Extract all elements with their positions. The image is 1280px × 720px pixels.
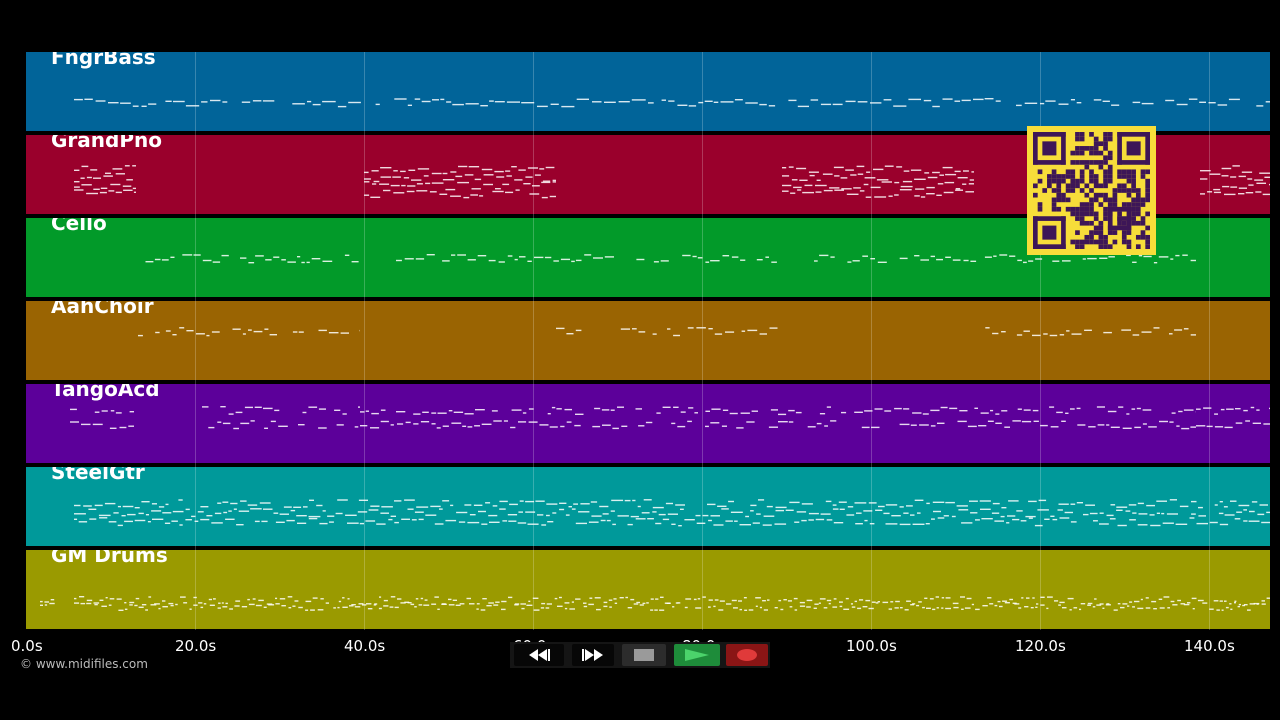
time-gridline: [871, 52, 872, 630]
stop-icon: [634, 649, 654, 661]
time-gridline: [195, 52, 196, 630]
track-lane-fngrbass: FngrBass: [26, 52, 1270, 131]
time-tick-label: 140.0s: [1184, 637, 1235, 655]
qr-code: [1027, 126, 1156, 255]
note-strip: [70, 406, 1270, 430]
record-icon: [737, 649, 757, 661]
fast-forward-icon: [582, 649, 603, 661]
note-strip: [74, 165, 1270, 199]
note-strip: [74, 499, 1270, 527]
track-name-label: TangoAcd: [51, 384, 160, 401]
transport-controls: [510, 642, 770, 668]
time-gridline: [1209, 52, 1210, 630]
time-gridline: [533, 52, 534, 630]
time-gridline: [1040, 52, 1041, 630]
track-lane-steelgtr: SteelGtr: [26, 467, 1270, 546]
time-tick-label: 120.0s: [1015, 637, 1066, 655]
time-gridline: [702, 52, 703, 630]
stop-button[interactable]: [622, 644, 666, 666]
rewind-icon: [529, 649, 550, 661]
track-name-label: GrandPno: [51, 135, 162, 152]
time-tick-label: 0.0s: [11, 637, 43, 655]
track-name-label: AahChoir: [51, 301, 154, 318]
track-name-label: Cello: [51, 218, 107, 235]
time-tick-label: 20.0s: [175, 637, 217, 655]
time-gridline: [364, 52, 365, 630]
fast-forward-button[interactable]: [572, 644, 614, 666]
note-strip: [74, 98, 1270, 108]
time-tick-label: 40.0s: [344, 637, 386, 655]
note-strip: [40, 596, 1270, 611]
record-button[interactable]: [726, 644, 768, 666]
copyright-notice: © www.midifiles.com: [20, 657, 148, 671]
track-name-label: FngrBass: [51, 52, 156, 69]
play-button[interactable]: [674, 644, 720, 666]
qr-code-modules: [1033, 132, 1150, 249]
note-strip: [145, 254, 1196, 264]
rewind-button[interactable]: [514, 644, 564, 666]
track-name-label: GM Drums: [51, 550, 168, 567]
track-lane-aahchoir: AahChoir: [26, 301, 1270, 380]
note-strip: [138, 327, 1196, 337]
play-icon: [685, 649, 709, 661]
track-lane-gm-drums: GM Drums: [26, 550, 1270, 629]
track-lane-tangoacd: TangoAcd: [26, 384, 1270, 463]
track-name-label: SteelGtr: [51, 467, 145, 484]
time-tick-label: 100.0s: [846, 637, 897, 655]
